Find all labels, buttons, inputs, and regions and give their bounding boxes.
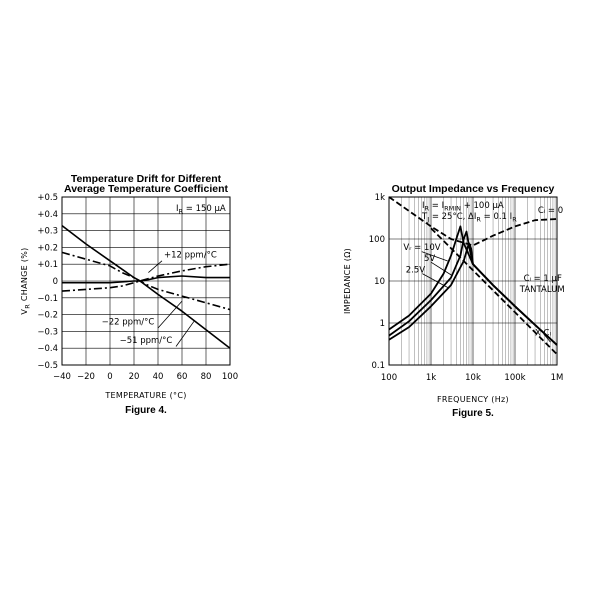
curve-label: −51 ppm/°C — [120, 336, 173, 346]
x-axis-label: TEMPERATURE (°C) — [104, 391, 186, 400]
curve-label-xcl: X Cₗ — [535, 329, 551, 339]
series-line-5 — [388, 242, 558, 346]
label-leader — [175, 321, 195, 347]
x-tick-label: −40 — [53, 372, 71, 382]
curve-label: −22 ppm/°C — [102, 318, 155, 328]
y-tick-label: −0.4 — [37, 344, 58, 354]
y-tick-label: 100 — [369, 235, 385, 245]
label-leader — [543, 333, 551, 343]
label-leader — [421, 251, 448, 262]
y-tick-label: 1 — [380, 319, 385, 329]
label-leader — [157, 300, 183, 329]
curve-label-cl0: Cₗ = 0 — [538, 206, 563, 216]
x-tick-label: −20 — [77, 372, 95, 382]
y-tick-label: 10 — [374, 277, 385, 287]
condition-annotation: IR = IRMIN + 100 μA — [422, 201, 504, 213]
label-leader — [430, 261, 452, 276]
chart-title-line: Average Temperature Coefficient — [64, 183, 228, 195]
x-tick-label: 100k — [504, 373, 525, 383]
chart-title-line: Temperature Drift for Different — [71, 173, 222, 185]
x-tick-label: 80 — [201, 372, 212, 382]
y-tick-label: +0.1 — [37, 260, 58, 270]
x-tick-label: 0 — [107, 372, 112, 382]
curve-label-tantalum: TANTALUM — [519, 285, 565, 295]
x-tick-label: 100 — [381, 373, 397, 383]
x-tick-label: 20 — [129, 372, 140, 382]
x-tick-label: 40 — [153, 372, 164, 382]
x-axis-label: FREQUENCY (Hz) — [437, 395, 509, 404]
x-tick-label: 1M — [551, 373, 564, 383]
y-tick-label: −0.2 — [37, 311, 58, 321]
curve-label: +12 ppm/°C — [164, 250, 217, 260]
label-leader — [422, 273, 448, 288]
x-tick-label: 60 — [177, 372, 188, 382]
y-tick-label: −0.3 — [37, 327, 58, 337]
y-tick-label: 0 — [53, 277, 58, 287]
y-axis-label: VR CHANGE (%) — [20, 247, 32, 314]
series-line-4 — [61, 224, 231, 349]
x-tick-label: 1k — [426, 373, 436, 383]
y-tick-label: −0.1 — [37, 294, 58, 304]
series-line-2 — [430, 227, 558, 355]
y-tick-label: −0.5 — [37, 361, 58, 371]
y-tick-label: +0.4 — [37, 210, 58, 220]
current-annotation: IR = 150 μA — [176, 204, 226, 216]
series-line-1 — [61, 263, 231, 292]
figure-caption: Figure 5. — [452, 408, 494, 419]
curve-label-cl1uf: Cₗ = 1 μF — [524, 274, 562, 284]
curve-label-2v5: 2.5V — [406, 265, 426, 275]
label-leader — [148, 260, 163, 273]
y-tick-label: +0.2 — [37, 243, 58, 253]
series-line-2 — [62, 275, 230, 284]
figure-caption: Figure 4. — [125, 405, 167, 416]
y-axis-label: IMPEDANCE (Ω) — [343, 248, 352, 314]
condition-annotation: TJ = 25°C, ΔIR = 0.1 IR — [421, 212, 517, 224]
y-tick-label: +0.3 — [37, 227, 58, 237]
series-line-1 — [388, 196, 558, 247]
y-tick-label: 1k — [375, 193, 385, 203]
y-tick-label: 0.1 — [371, 361, 385, 371]
y-tick-label: +0.5 — [37, 193, 58, 203]
curve-label-5v: 5V — [424, 254, 435, 264]
plot-frame — [388, 196, 558, 366]
curve-label-10v: Vᵣ = 10V — [403, 243, 440, 253]
x-tick-label: 10k — [465, 373, 481, 383]
plot-frame — [61, 196, 231, 366]
chart-title: Output Impedance vs Frequency — [392, 183, 555, 195]
x-tick-label: 100 — [222, 372, 238, 382]
